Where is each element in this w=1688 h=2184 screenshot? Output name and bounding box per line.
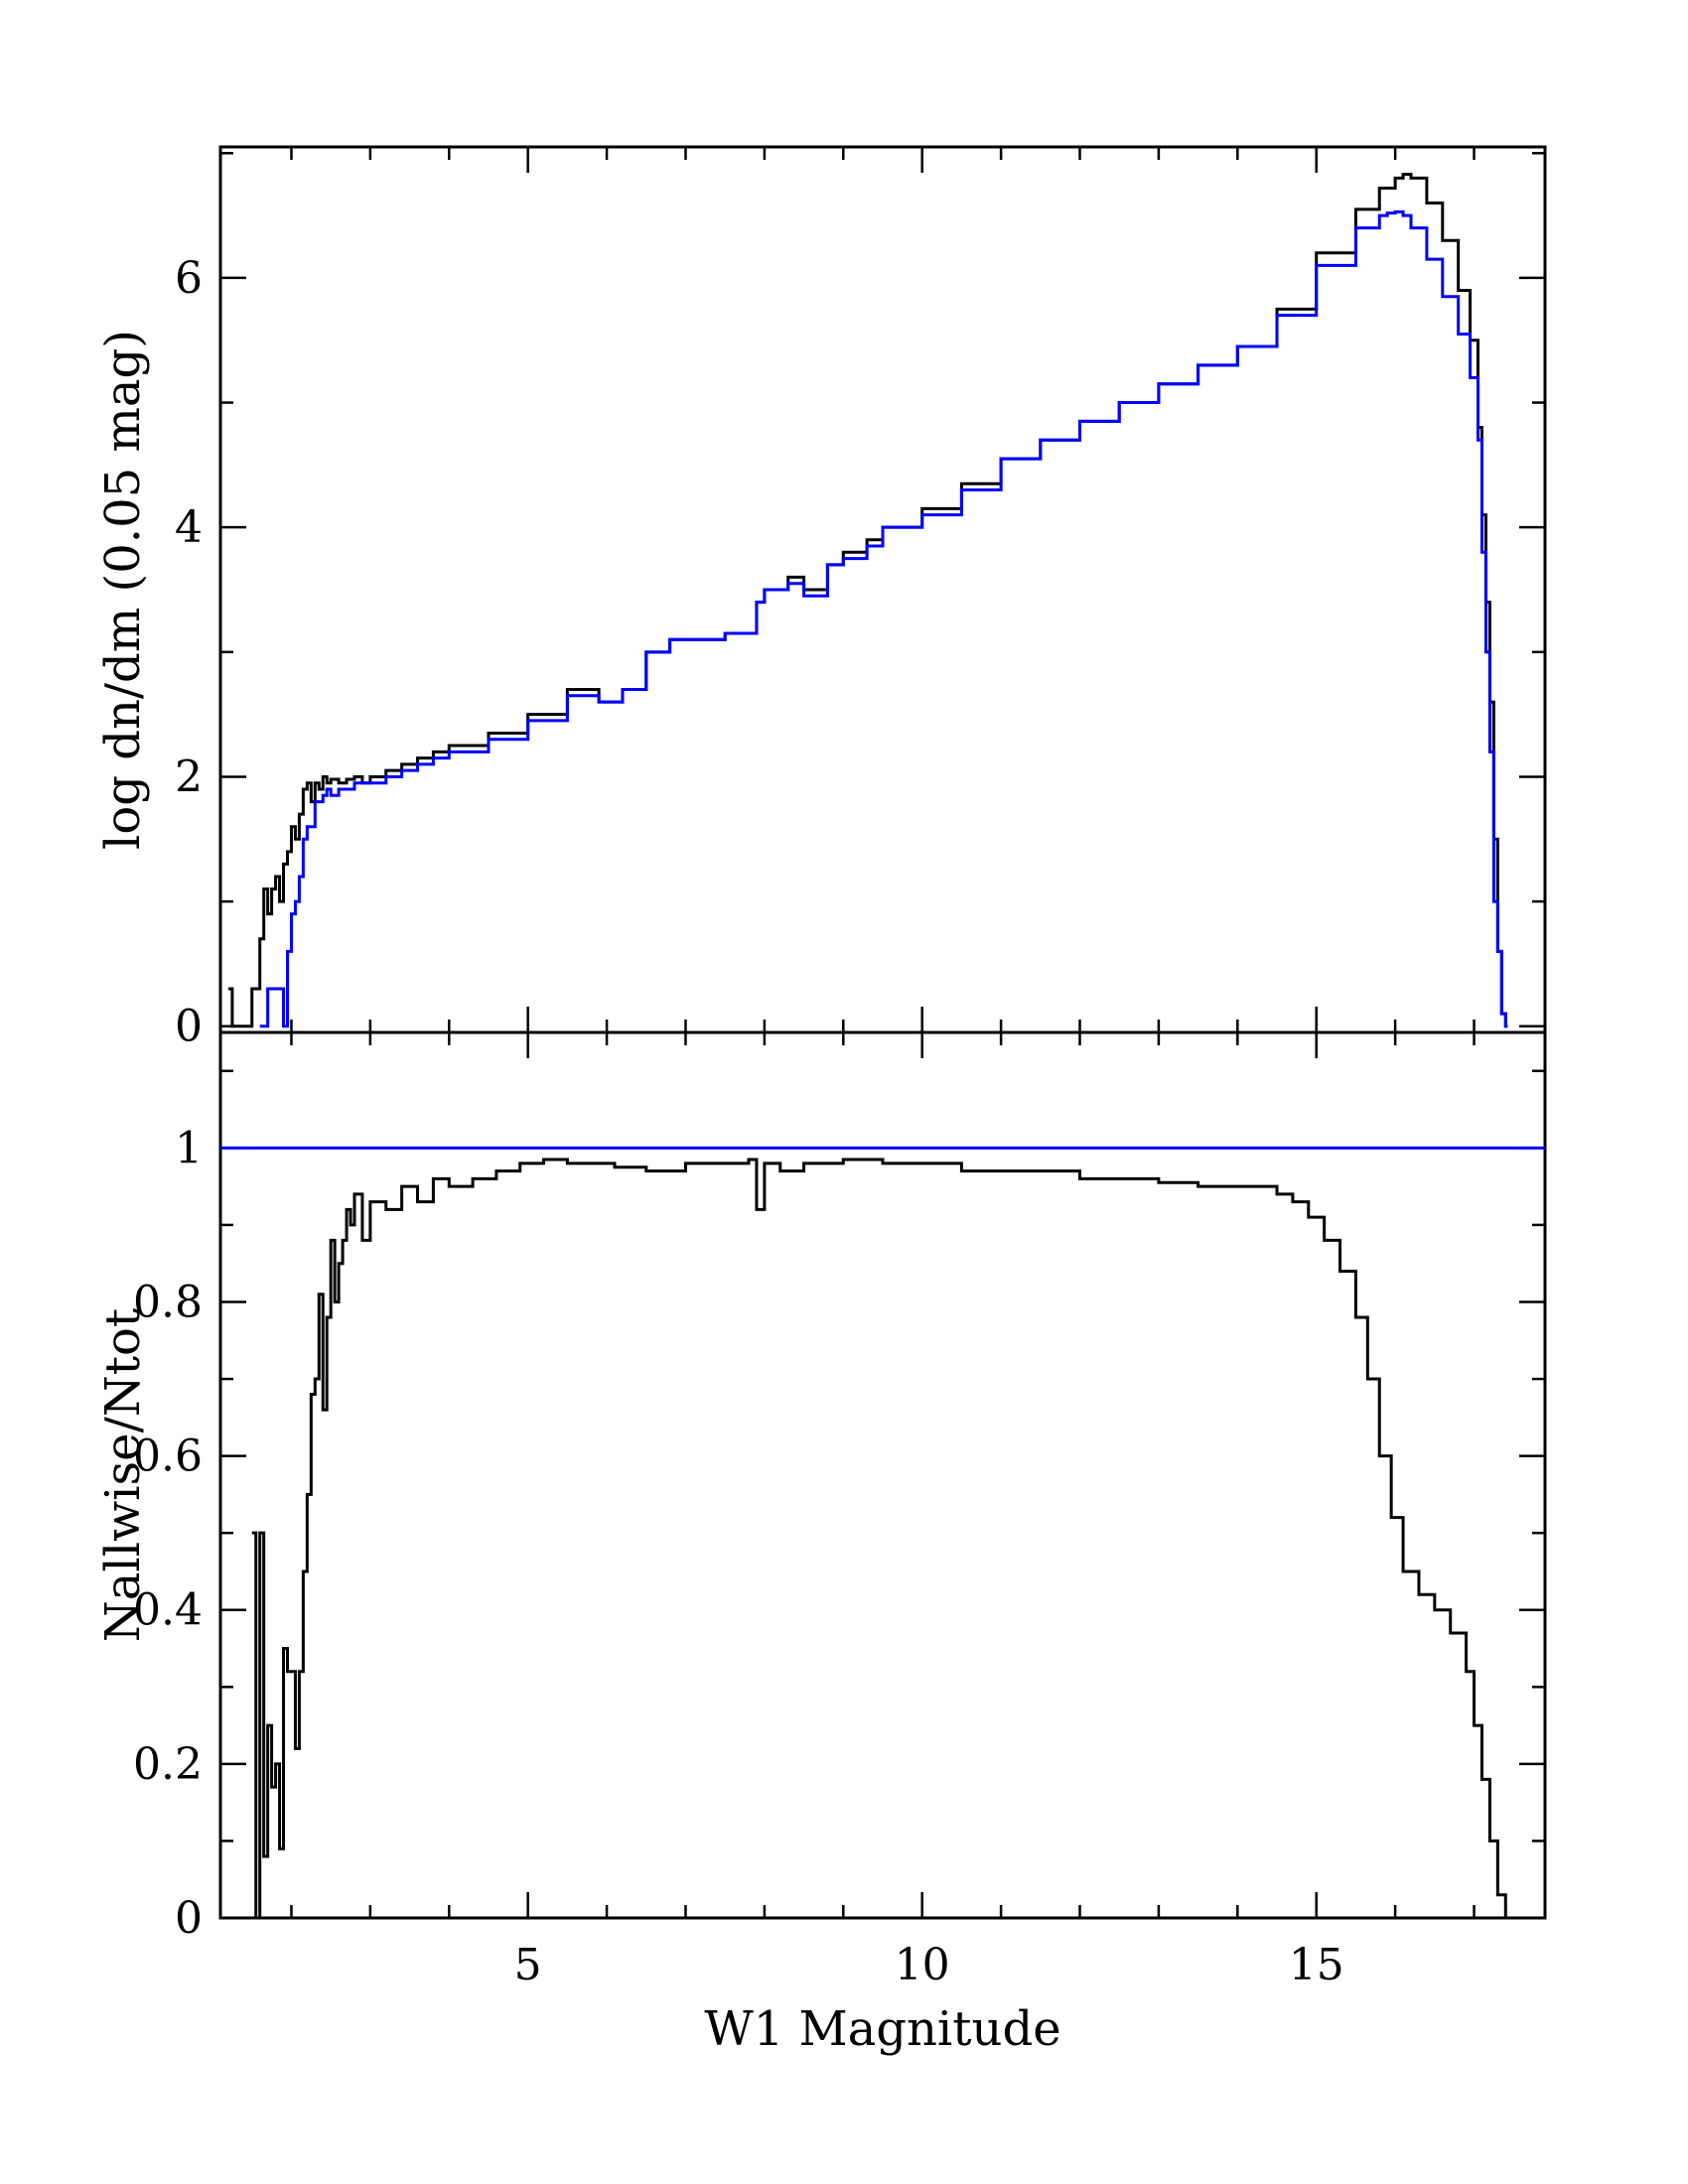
x-axis-title: W1 Magnitude — [704, 2001, 1060, 2057]
bottom-xtick-label: 10 — [895, 1940, 950, 1990]
top-panel: 0 2 4 6 log dn/dm (0.05 mag) — [95, 145, 1547, 1052]
top-ytick-label: 0 — [175, 1002, 203, 1052]
bottom-xtick-label: 5 — [514, 1940, 542, 1990]
bottom-xtick-label: 15 — [1289, 1940, 1344, 1990]
bottom-ytick-label: 0.2 — [133, 1739, 203, 1790]
top-ytick-label: 4 — [175, 502, 203, 553]
bottom-series-2-line — [251, 1158, 1508, 1918]
bottom-plot-frame — [218, 1030, 1547, 1920]
top-ytick-label: 2 — [175, 751, 203, 802]
bottom-ytick-label: 0 — [175, 1893, 203, 1944]
top-series-2-line — [259, 209, 1508, 1028]
top-plot-frame — [218, 145, 1547, 1034]
top-ytick-label: 6 — [175, 253, 203, 304]
bottom-ytick-label: 0.6 — [133, 1432, 203, 1482]
bottom-ytick-label: 1 — [175, 1123, 203, 1173]
bottom-ytick-label: 0.8 — [133, 1277, 203, 1327]
bottom-ytick-label: 0.4 — [133, 1585, 203, 1636]
top-y-axis-title: log dn/dm (0.05 mag) — [95, 330, 151, 850]
bottom-y-axis-title: Nallwise/Ntot — [95, 1308, 151, 1642]
